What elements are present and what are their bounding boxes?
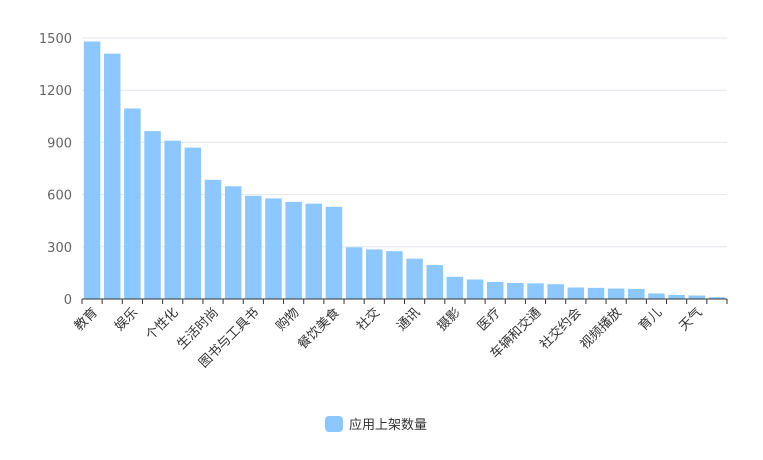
legend-swatch[interactable]	[325, 416, 343, 432]
bar[interactable]	[204, 179, 222, 299]
x-tick-label: 教育	[71, 305, 101, 335]
bar[interactable]	[325, 206, 343, 299]
bar[interactable]	[83, 41, 101, 299]
x-tick-label: 购物	[273, 305, 303, 335]
bar[interactable]	[688, 295, 706, 299]
bar[interactable]	[587, 287, 605, 299]
bar[interactable]	[345, 247, 363, 299]
x-tick-label: 视频播放	[578, 305, 625, 352]
x-axis	[81, 298, 728, 304]
bar[interactable]	[103, 53, 121, 299]
bar[interactable]	[466, 279, 484, 299]
bar[interactable]	[567, 287, 585, 299]
y-axis-ticks: 0 300 600 900 1200 1500	[39, 32, 72, 308]
bar[interactable]	[547, 284, 564, 299]
bar[interactable]	[668, 294, 685, 299]
legend[interactable]: 应用上架数量	[325, 416, 427, 433]
x-tick-label: 社交约会	[537, 305, 585, 353]
bar[interactable]	[628, 288, 645, 299]
y-tick-label: 900	[47, 136, 72, 151]
bar[interactable]	[426, 265, 443, 299]
bar[interactable]	[486, 281, 504, 299]
x-tick-label: 社交	[353, 305, 383, 335]
bar[interactable]	[144, 131, 161, 299]
x-tick-label: 医疗	[475, 305, 504, 334]
y-tick-label: 1500	[39, 32, 72, 47]
bars	[83, 41, 726, 299]
bar[interactable]	[648, 293, 665, 299]
x-tick-label: 摄影	[435, 305, 464, 334]
bar[interactable]	[285, 201, 302, 299]
bar[interactable]	[527, 283, 544, 299]
bar[interactable]	[265, 198, 282, 299]
bar[interactable]	[446, 276, 464, 299]
bar[interactable]	[708, 297, 726, 299]
y-tick-label: 600	[47, 189, 72, 204]
bar[interactable]	[386, 251, 403, 299]
legend-label[interactable]: 应用上架数量	[349, 417, 427, 433]
x-tick-label: 通讯	[394, 305, 423, 334]
bar[interactable]	[224, 186, 242, 299]
bar[interactable]	[507, 282, 524, 299]
x-tick-label: 天气	[676, 305, 706, 335]
bar[interactable]	[406, 258, 423, 299]
y-tick-label: 300	[47, 241, 72, 256]
x-tick-label: 娱乐	[112, 305, 141, 334]
bar[interactable]	[245, 195, 262, 299]
bar[interactable]	[305, 203, 323, 299]
y-tick-label: 0	[64, 293, 72, 308]
x-tick-label: 个性化	[143, 305, 181, 343]
bar[interactable]	[184, 147, 202, 299]
x-tick-label: 育儿	[636, 305, 666, 335]
x-tick-label: 餐饮美食	[295, 305, 343, 353]
bar[interactable]	[366, 249, 383, 299]
bar[interactable]	[607, 288, 625, 299]
y-tick-label: 1200	[39, 84, 72, 99]
bar[interactable]	[164, 140, 181, 299]
bar[interactable]	[124, 108, 141, 299]
